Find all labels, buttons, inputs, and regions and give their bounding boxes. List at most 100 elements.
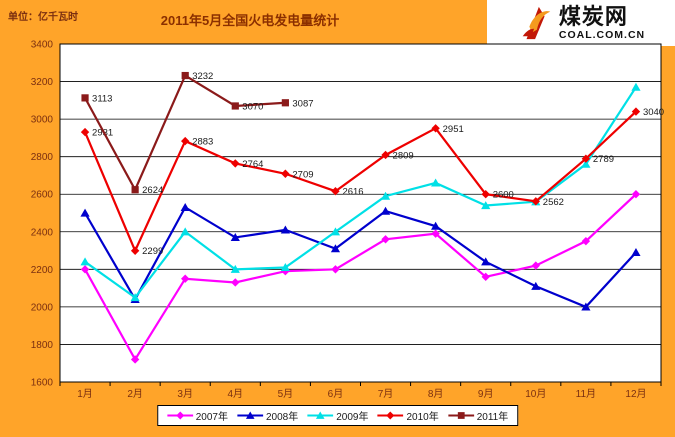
legend-item-2007年: 2007年 xyxy=(166,408,228,423)
y-axis-label: 1800 xyxy=(31,340,54,351)
data-point-marker xyxy=(381,235,390,244)
series-line xyxy=(84,205,637,309)
legend-item-2008年: 2008年 xyxy=(236,408,299,423)
x-axis-label: 10月 xyxy=(525,388,546,400)
data-point-marker xyxy=(130,246,140,255)
data-point-marker xyxy=(431,178,441,187)
legend-label: 2008年 xyxy=(265,412,299,423)
data-point-marker xyxy=(280,225,290,234)
data-point-label: 3070 xyxy=(242,101,263,112)
data-point-marker xyxy=(431,221,441,230)
data-point-marker xyxy=(130,293,140,302)
legend-label: 2010年 xyxy=(406,412,439,423)
y-axis-label: 2600 xyxy=(31,190,54,201)
data-point-marker xyxy=(481,201,491,210)
data-point-marker xyxy=(181,71,189,80)
x-axis-label: 11月 xyxy=(576,388,596,400)
data-point-marker xyxy=(231,278,240,287)
x-axis-label: 7月 xyxy=(378,388,394,400)
legend-marker-icon xyxy=(377,411,404,420)
data-point-marker xyxy=(631,248,641,257)
data-point-label: 2624 xyxy=(142,185,163,196)
x-axis-label: 9月 xyxy=(478,388,494,400)
logo-domain: COAL.COM.CN xyxy=(558,28,646,41)
data-point-label: 2709 xyxy=(292,169,313,180)
data-point-marker xyxy=(581,236,591,246)
y-axis-label: 2400 xyxy=(31,227,54,238)
data-point-marker xyxy=(80,127,90,137)
x-axis-label: 3月 xyxy=(177,388,193,400)
y-axis-label: 3200 xyxy=(31,77,54,88)
data-point-marker xyxy=(180,227,190,236)
data-point-label: 2616 xyxy=(342,187,363,198)
data-point-marker xyxy=(380,206,391,215)
data-point-marker xyxy=(181,274,190,283)
y-axis-label: 2200 xyxy=(31,265,54,276)
data-point-marker xyxy=(381,150,390,160)
data-point-label: 2951 xyxy=(443,124,464,135)
data-point-marker xyxy=(80,257,90,266)
data-point-marker xyxy=(80,208,90,217)
data-point-marker xyxy=(380,191,391,200)
legend-marker-icon xyxy=(236,411,263,419)
x-axis-label: 2月 xyxy=(127,388,143,400)
data-point-marker xyxy=(281,99,289,107)
coal-logo-icon xyxy=(522,6,551,40)
data-point-marker xyxy=(231,102,239,110)
data-point-marker xyxy=(431,229,440,238)
x-axis-label: 4月 xyxy=(228,388,244,400)
chart-title: 2011年5月全国火电发电量统计 xyxy=(160,13,340,28)
y-axis-label: 2800 xyxy=(31,152,54,163)
y-axis-label: 3400 xyxy=(31,40,54,51)
data-point-label: 3232 xyxy=(192,71,213,82)
data-point-label: 2809 xyxy=(393,150,414,161)
series-2007年 xyxy=(80,190,641,364)
data-point-marker xyxy=(130,355,140,364)
data-point-marker xyxy=(81,94,89,102)
data-point-marker xyxy=(230,233,240,242)
data-point-marker xyxy=(581,302,591,311)
data-point-label: 3040 xyxy=(643,107,664,118)
legend-label: 2007年 xyxy=(195,412,228,423)
x-axis-label: 6月 xyxy=(328,388,344,400)
data-point-marker xyxy=(80,265,90,274)
data-point-marker xyxy=(481,272,490,282)
data-point-marker xyxy=(481,190,490,199)
data-point-marker xyxy=(631,82,641,91)
y-axis-label: 3000 xyxy=(31,115,54,126)
data-point-marker xyxy=(531,261,540,270)
data-point-marker xyxy=(631,190,641,199)
data-point-marker xyxy=(281,169,290,178)
legend-label: 2011年 xyxy=(476,412,509,423)
data-point-marker xyxy=(531,197,540,206)
data-point-label: 2600 xyxy=(493,190,514,201)
logo-name: 煤炭网 xyxy=(558,3,628,29)
data-point-label: 2562 xyxy=(543,197,564,208)
data-point-label: 3113 xyxy=(92,93,112,104)
data-point-marker xyxy=(581,159,591,168)
x-axis-label: 12月 xyxy=(625,388,646,400)
data-point-label: 2299 xyxy=(142,246,163,257)
series-line xyxy=(84,193,637,362)
data-point-label: 2789 xyxy=(593,154,614,165)
data-point-marker xyxy=(330,244,341,253)
x-axis-label: 1月 xyxy=(77,388,93,400)
line-chart: 1600 1800 2000 2200 2400 2600 2800 3000 3200 3400… xyxy=(31,40,664,401)
legend-item-2010年: 2010年 xyxy=(377,408,439,423)
data-point-label: 3087 xyxy=(292,98,313,109)
data-point-marker xyxy=(431,124,440,133)
data-point-marker xyxy=(531,281,541,290)
coal-logo: 煤炭网 COAL.COM.CN xyxy=(487,0,675,46)
data-point-marker xyxy=(331,187,340,196)
legend-marker-icon xyxy=(447,412,474,419)
legend-item-2011年: 2011年 xyxy=(447,408,509,423)
legend-label: 2009年 xyxy=(336,412,369,423)
series-2010年: 2931 2299 2883 2764 2709 2616 2809 2951 2600 2562… xyxy=(80,107,664,257)
legend-marker-icon xyxy=(166,411,193,420)
logo-text: 煤炭网 COAL.COM.CN xyxy=(558,3,646,41)
data-point-label: 2931 xyxy=(92,128,113,139)
y-axis-label: 1600 xyxy=(31,378,54,389)
data-point-label: 2883 xyxy=(192,137,213,148)
series-line xyxy=(84,110,637,254)
legend-item-2009年: 2009年 xyxy=(307,408,368,423)
